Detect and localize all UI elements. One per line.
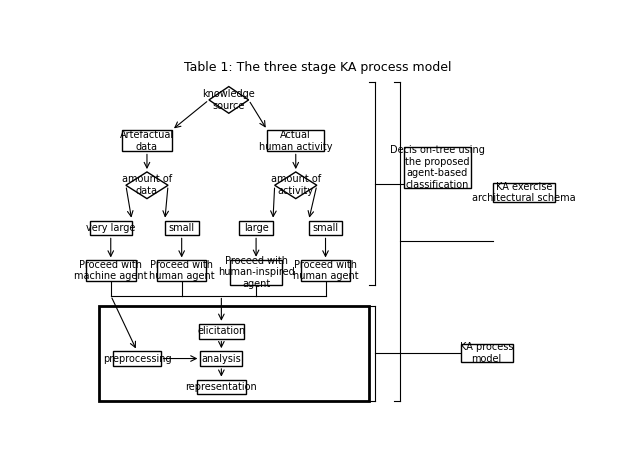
FancyBboxPatch shape bbox=[493, 183, 555, 201]
Text: analysis: analysis bbox=[202, 353, 241, 364]
Text: representation: representation bbox=[186, 382, 257, 392]
Text: KA process
model: KA process model bbox=[460, 342, 513, 364]
FancyBboxPatch shape bbox=[199, 324, 244, 339]
Text: Artefactual
data: Artefactual data bbox=[120, 130, 174, 152]
Text: Decis on-tree using
the proposed
agent-based
classification: Decis on-tree using the proposed agent-b… bbox=[390, 145, 484, 190]
Text: small: small bbox=[312, 223, 339, 233]
Text: elicitation: elicitation bbox=[197, 326, 246, 336]
Text: Table 1: The three stage KA process model: Table 1: The three stage KA process mode… bbox=[184, 61, 452, 74]
Text: KA exercise
architectural schema: KA exercise architectural schema bbox=[472, 182, 576, 203]
FancyBboxPatch shape bbox=[157, 261, 207, 281]
Text: preprocessing: preprocessing bbox=[103, 353, 172, 364]
Polygon shape bbox=[209, 86, 248, 113]
FancyBboxPatch shape bbox=[461, 344, 513, 363]
Text: Actual
human activity: Actual human activity bbox=[259, 130, 333, 152]
Polygon shape bbox=[126, 172, 168, 199]
Text: knowledge
source: knowledge source bbox=[202, 89, 255, 111]
Text: amount of
activity: amount of activity bbox=[271, 175, 321, 196]
FancyBboxPatch shape bbox=[230, 260, 282, 285]
FancyBboxPatch shape bbox=[113, 351, 161, 366]
FancyBboxPatch shape bbox=[301, 261, 350, 281]
FancyBboxPatch shape bbox=[404, 147, 470, 188]
Text: very large: very large bbox=[86, 223, 136, 233]
FancyBboxPatch shape bbox=[268, 130, 324, 152]
FancyBboxPatch shape bbox=[308, 220, 342, 236]
Text: large: large bbox=[244, 223, 268, 233]
FancyBboxPatch shape bbox=[90, 220, 132, 236]
Text: Proceed with
human agent: Proceed with human agent bbox=[149, 260, 214, 281]
Text: small: small bbox=[168, 223, 195, 233]
FancyBboxPatch shape bbox=[239, 220, 273, 236]
Text: Proceed with
human agent: Proceed with human agent bbox=[292, 260, 358, 281]
Text: Proceed with
human-inspired
agent: Proceed with human-inspired agent bbox=[218, 256, 294, 289]
FancyBboxPatch shape bbox=[165, 220, 198, 236]
Text: Proceed with
machine agent: Proceed with machine agent bbox=[74, 260, 147, 281]
FancyBboxPatch shape bbox=[122, 130, 172, 152]
Text: amount of
data: amount of data bbox=[122, 175, 172, 196]
FancyBboxPatch shape bbox=[200, 351, 243, 366]
Polygon shape bbox=[275, 172, 317, 199]
FancyBboxPatch shape bbox=[196, 379, 246, 395]
FancyBboxPatch shape bbox=[86, 261, 136, 281]
